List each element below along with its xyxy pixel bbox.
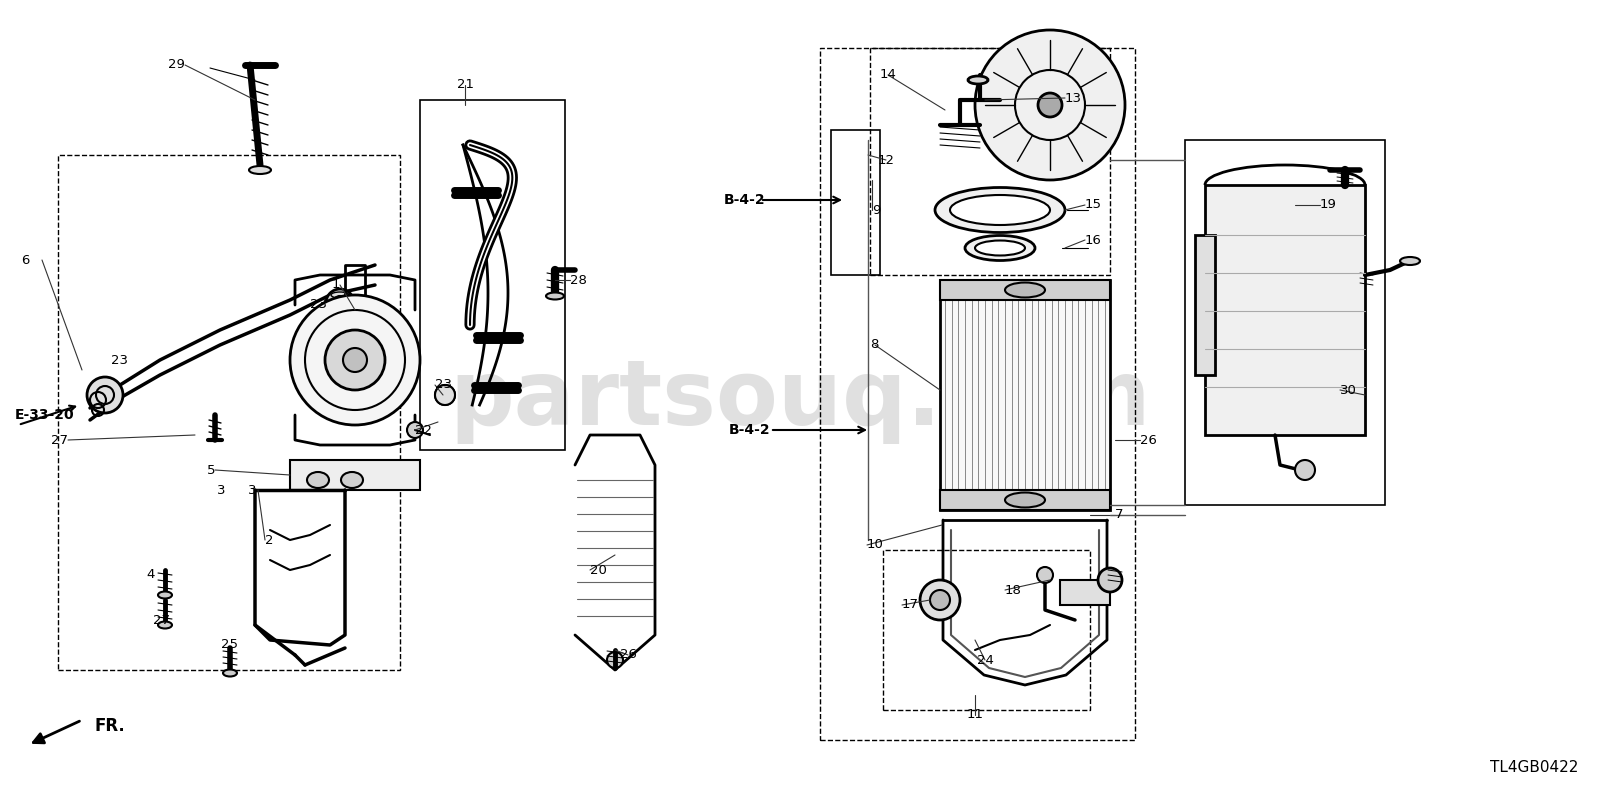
Text: 5: 5 xyxy=(206,463,214,477)
Bar xyxy=(830,130,880,275)
Text: 7: 7 xyxy=(1115,509,1123,522)
Bar xyxy=(941,490,1110,510)
Bar xyxy=(1205,185,1365,435)
Text: 22: 22 xyxy=(414,423,432,437)
Text: 14: 14 xyxy=(880,69,896,82)
Text: B-4-2: B-4-2 xyxy=(728,423,770,437)
Text: 27: 27 xyxy=(154,614,170,626)
Text: 4: 4 xyxy=(147,569,155,582)
Circle shape xyxy=(930,590,950,610)
Ellipse shape xyxy=(1005,282,1045,298)
Text: 12: 12 xyxy=(877,154,894,166)
Text: 3: 3 xyxy=(248,483,256,497)
Text: 21: 21 xyxy=(456,78,474,91)
Ellipse shape xyxy=(307,472,330,488)
Ellipse shape xyxy=(222,670,237,677)
Ellipse shape xyxy=(1005,493,1045,507)
Text: partsouq.com: partsouq.com xyxy=(450,356,1150,444)
Bar xyxy=(941,280,1110,510)
Ellipse shape xyxy=(158,622,173,629)
Text: 23: 23 xyxy=(435,378,453,391)
Ellipse shape xyxy=(250,166,270,174)
Bar xyxy=(870,48,1110,275)
Text: 2: 2 xyxy=(266,534,274,546)
Text: 6: 6 xyxy=(22,254,30,266)
Text: 15: 15 xyxy=(1085,198,1102,211)
Circle shape xyxy=(325,330,386,390)
Ellipse shape xyxy=(341,472,363,488)
Text: 3: 3 xyxy=(216,483,226,497)
Text: 30: 30 xyxy=(1341,383,1357,397)
Bar xyxy=(819,48,1134,740)
Text: 11: 11 xyxy=(966,709,984,722)
Text: 27: 27 xyxy=(51,434,67,446)
Bar xyxy=(941,280,1110,300)
Text: TL4GB0422: TL4GB0422 xyxy=(1490,761,1578,775)
Ellipse shape xyxy=(950,195,1050,225)
Circle shape xyxy=(1294,460,1315,480)
Circle shape xyxy=(435,385,454,405)
Text: 23: 23 xyxy=(310,298,326,311)
Ellipse shape xyxy=(968,76,989,84)
Ellipse shape xyxy=(158,591,173,598)
Circle shape xyxy=(342,348,366,372)
Text: 24: 24 xyxy=(976,654,994,666)
Ellipse shape xyxy=(934,187,1066,233)
Bar xyxy=(1195,235,1214,375)
Text: 19: 19 xyxy=(1320,198,1338,211)
Text: 10: 10 xyxy=(867,538,883,551)
Circle shape xyxy=(406,422,422,438)
Text: B-4-2: B-4-2 xyxy=(723,193,765,207)
Text: 29: 29 xyxy=(168,58,186,71)
Circle shape xyxy=(1038,93,1062,117)
Bar xyxy=(883,550,1090,710)
Text: 18: 18 xyxy=(1005,583,1022,597)
Text: 26: 26 xyxy=(619,649,637,662)
Ellipse shape xyxy=(546,293,563,299)
Ellipse shape xyxy=(965,235,1035,261)
Bar xyxy=(58,155,400,670)
Text: 9: 9 xyxy=(872,203,880,217)
Bar xyxy=(419,100,565,450)
Text: 26: 26 xyxy=(1139,434,1157,446)
Circle shape xyxy=(86,377,123,413)
Text: E-33-20: E-33-20 xyxy=(14,408,75,422)
Text: 17: 17 xyxy=(902,598,918,611)
Text: 28: 28 xyxy=(570,274,587,286)
Text: 25: 25 xyxy=(221,638,238,651)
Text: 16: 16 xyxy=(1085,234,1102,246)
Text: 23: 23 xyxy=(112,354,128,366)
Text: FR.: FR. xyxy=(94,717,126,735)
Ellipse shape xyxy=(1400,257,1421,265)
Bar xyxy=(290,460,419,490)
Circle shape xyxy=(290,295,419,425)
Circle shape xyxy=(920,580,960,620)
Circle shape xyxy=(326,289,354,317)
Bar xyxy=(1059,580,1110,605)
Circle shape xyxy=(974,30,1125,180)
Text: 8: 8 xyxy=(870,338,878,351)
Text: 20: 20 xyxy=(590,563,606,577)
Bar xyxy=(1186,140,1386,505)
Text: 13: 13 xyxy=(1066,91,1082,105)
Text: 1: 1 xyxy=(331,278,339,291)
Circle shape xyxy=(1037,567,1053,583)
Circle shape xyxy=(606,652,622,668)
Ellipse shape xyxy=(974,241,1026,255)
Circle shape xyxy=(1098,568,1122,592)
